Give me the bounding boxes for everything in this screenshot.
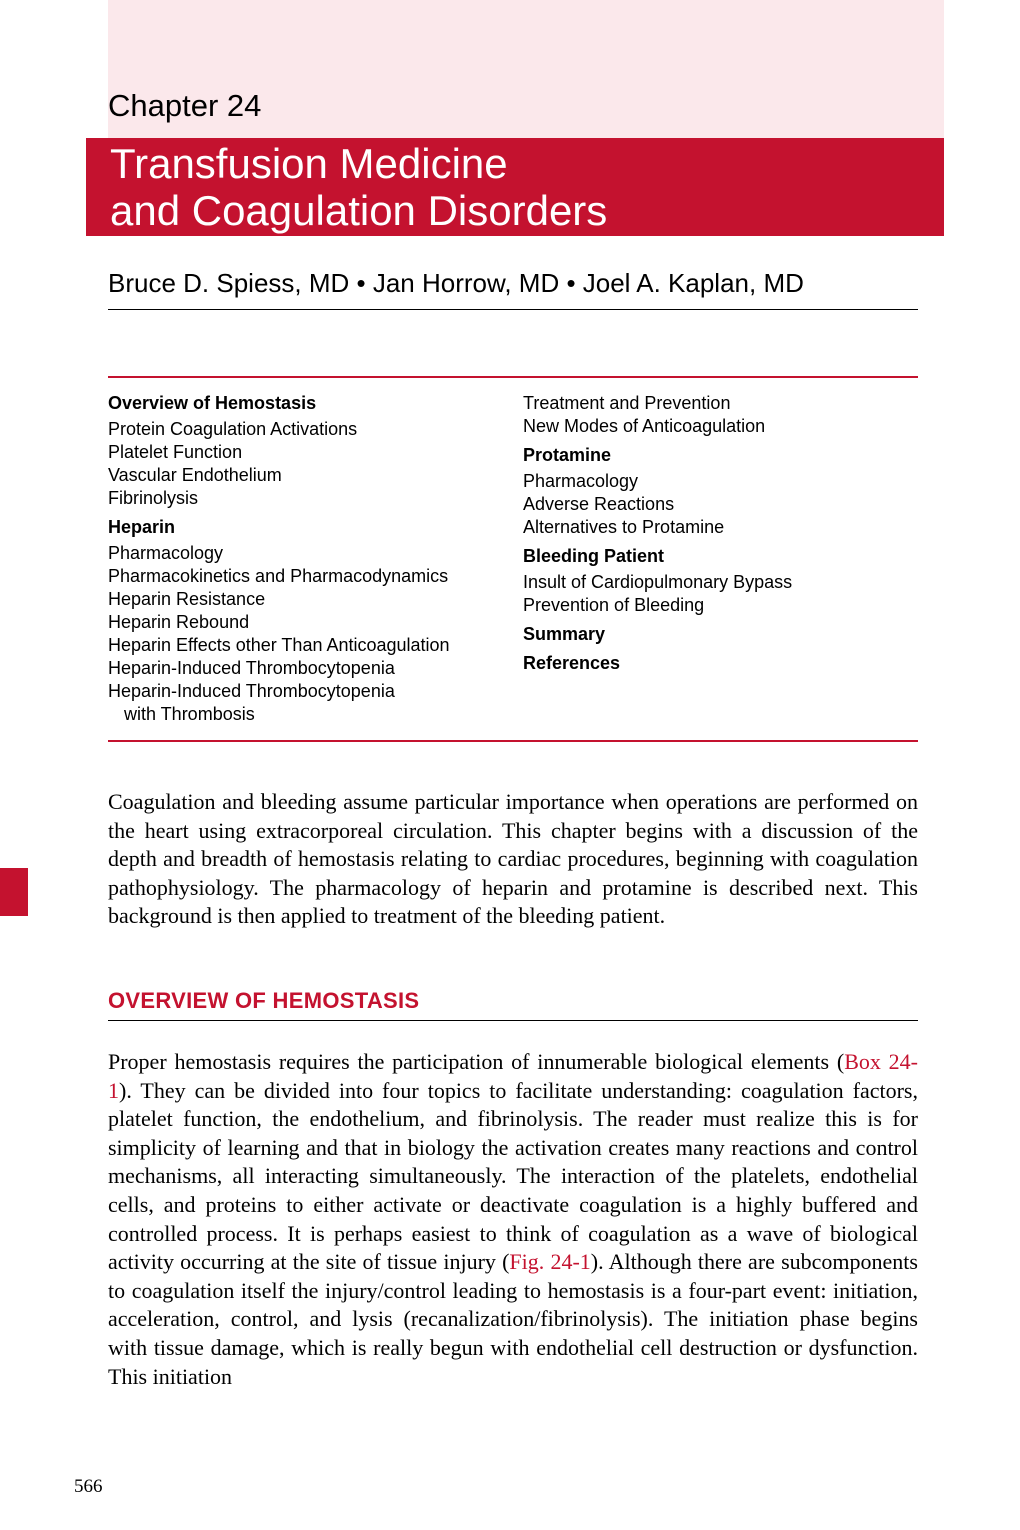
outline-item: Protein Coagulation Activations bbox=[108, 418, 503, 441]
outline-item: Vascular Endothelium bbox=[108, 464, 503, 487]
outline-heading: Summary bbox=[523, 623, 918, 646]
outline-item: Heparin Rebound bbox=[108, 611, 503, 634]
authors-line: Bruce D. Spiess, MD • Jan Horrow, MD • J… bbox=[108, 268, 918, 299]
chapter-outline-box: Overview of Hemostasis Protein Coagulatio… bbox=[108, 376, 918, 742]
outline-column-left: Overview of Hemostasis Protein Coagulatio… bbox=[108, 392, 503, 726]
outline-item: with Thrombosis bbox=[108, 703, 503, 726]
page-root: Chapter 24 Transfusion Medicine and Coag… bbox=[0, 0, 1020, 1530]
section-heading-rule bbox=[108, 1020, 918, 1021]
outline-heading: Heparin bbox=[108, 516, 503, 539]
outline-item: Pharmacology bbox=[523, 470, 918, 493]
outline-item: Prevention of Bleeding bbox=[523, 594, 918, 617]
outline-item: Insult of Cardiopulmonary Bypass bbox=[523, 571, 918, 594]
outline-item: New Modes of Anticoagulation bbox=[523, 415, 918, 438]
outline-column-right: Treatment and PreventionNew Modes of Ant… bbox=[523, 392, 918, 726]
outline-item: Heparin Effects other Than Anticoagulati… bbox=[108, 634, 503, 657]
outline-heading: References bbox=[523, 652, 918, 675]
chapter-label: Chapter 24 bbox=[108, 88, 261, 124]
fig-24-1-link[interactable]: Fig. 24-1 bbox=[509, 1249, 590, 1274]
outline-item: Alternatives to Protamine bbox=[523, 516, 918, 539]
outline-heading: Protamine bbox=[523, 444, 918, 467]
page-number: 566 bbox=[74, 1476, 103, 1498]
outline-item: Heparin-Induced Thrombocytopenia bbox=[108, 680, 503, 703]
title-line-1: Transfusion Medicine bbox=[110, 140, 508, 187]
outline-item: Treatment and Prevention bbox=[523, 392, 918, 415]
authors-underline bbox=[108, 309, 918, 310]
outline-item: Adverse Reactions bbox=[523, 493, 918, 516]
outline-heading: Overview of Hemostasis bbox=[108, 392, 503, 415]
authors-block: Bruce D. Spiess, MD • Jan Horrow, MD • J… bbox=[108, 268, 918, 310]
outline-item: Pharmacology bbox=[108, 542, 503, 565]
outline-item: Fibrinolysis bbox=[108, 487, 503, 510]
section-heading-block: OVERVIEW OF HEMOSTASIS bbox=[108, 988, 918, 1021]
outline-heading: Bleeding Patient bbox=[523, 545, 918, 568]
section-heading-overview: OVERVIEW OF HEMOSTASIS bbox=[108, 988, 918, 1014]
intro-paragraph: Coagulation and bleeding assume particul… bbox=[108, 788, 918, 931]
title-line-2: and Coagulation Disorders bbox=[110, 187, 607, 234]
outline-item: Heparin-Induced Thrombocytopenia bbox=[108, 657, 503, 680]
chapter-title: Transfusion Medicine and Coagulation Dis… bbox=[86, 140, 607, 234]
chapter-title-bar: Transfusion Medicine and Coagulation Dis… bbox=[86, 138, 944, 236]
para-text: ). They can be divided into four topics … bbox=[108, 1078, 918, 1275]
para-text: Proper hemostasis requires the participa… bbox=[108, 1049, 844, 1074]
page-edge-tab bbox=[0, 868, 28, 916]
main-paragraph: Proper hemostasis requires the participa… bbox=[108, 1048, 918, 1391]
outline-columns: Overview of Hemostasis Protein Coagulatio… bbox=[108, 392, 918, 726]
outline-item: Platelet Function bbox=[108, 441, 503, 464]
outline-item: Heparin Resistance bbox=[108, 588, 503, 611]
outline-item: Pharmacokinetics and Pharmacodynamics bbox=[108, 565, 503, 588]
